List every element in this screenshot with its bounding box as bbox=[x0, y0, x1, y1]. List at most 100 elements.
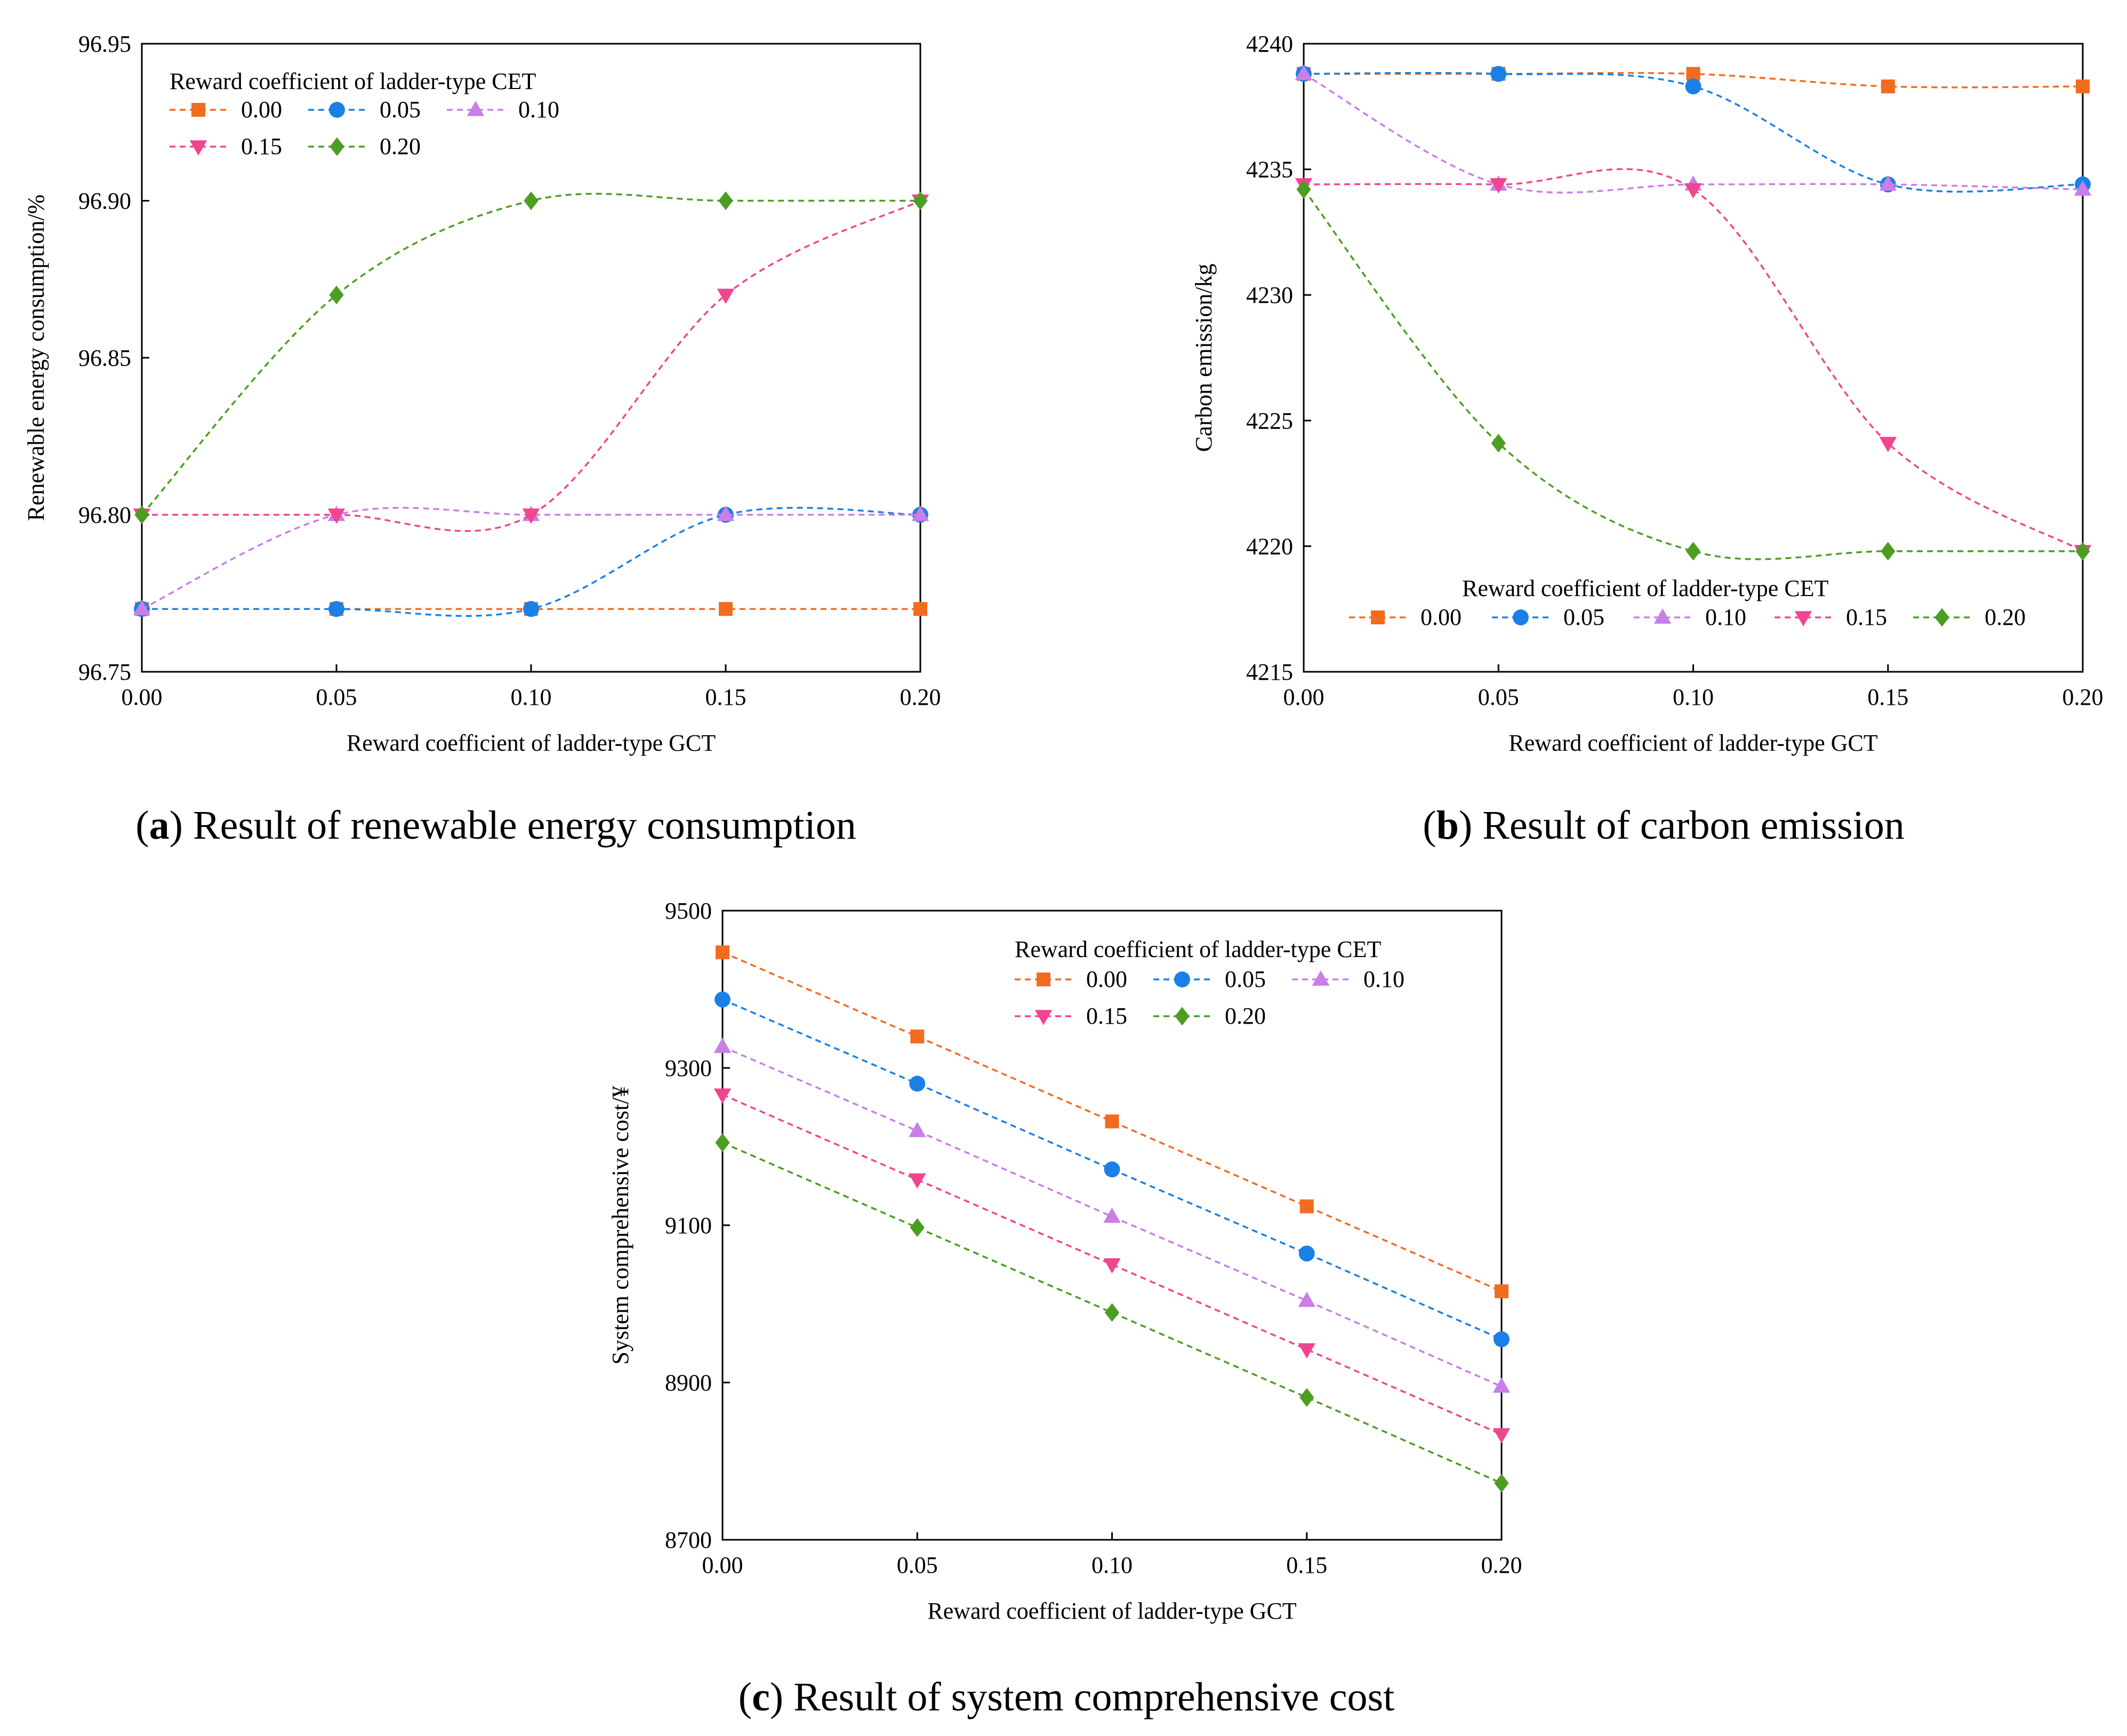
legend-label: 0.20 bbox=[380, 133, 421, 159]
series-line-0.10 bbox=[141, 507, 920, 610]
y-tick-label: 9500 bbox=[665, 898, 712, 924]
x-tick-label: 0.20 bbox=[2062, 684, 2104, 710]
data-point-0.20 bbox=[913, 191, 928, 211]
legend-marker bbox=[329, 102, 345, 118]
series-0.15 bbox=[1295, 168, 2092, 560]
data-point-0.20 bbox=[718, 191, 733, 211]
data-point-0.05 bbox=[1104, 1161, 1120, 1178]
legend-marker bbox=[1371, 610, 1385, 624]
data-point-0.20 bbox=[1299, 1388, 1314, 1407]
data-point-0.05 bbox=[328, 601, 344, 617]
legend-marker bbox=[1037, 973, 1050, 986]
y-tick-label: 4230 bbox=[1246, 282, 1293, 308]
legend-title: Reward coefficient of ladder-type CET bbox=[1462, 575, 1828, 601]
y-axis-label: Carbon emission/kg bbox=[1191, 263, 1217, 452]
x-tick-label: 0.05 bbox=[1478, 684, 1519, 710]
legend-item-0.05: 0.05 bbox=[1153, 966, 1266, 992]
data-point-0.05 bbox=[523, 601, 539, 617]
series-0.20 bbox=[715, 1133, 1509, 1493]
data-point-0.20 bbox=[1491, 433, 1506, 453]
data-point-0.20 bbox=[1104, 1303, 1120, 1322]
x-tick-label: 0.20 bbox=[900, 684, 941, 710]
legend-label: 0.20 bbox=[1225, 1003, 1266, 1029]
caption-b-text: Result of carbon emission bbox=[1482, 803, 1905, 848]
y-tick-label: 96.90 bbox=[78, 188, 131, 214]
legend-marker bbox=[1174, 971, 1190, 987]
data-point-0.00 bbox=[1495, 1284, 1508, 1298]
series-0.00 bbox=[716, 945, 1508, 1298]
data-point-0.05 bbox=[909, 1075, 926, 1092]
series-line-0.15 bbox=[142, 199, 921, 532]
y-tick-label: 8700 bbox=[665, 1527, 712, 1553]
legend-item-0.00: 0.00 bbox=[170, 97, 282, 123]
legend-item-0.10: 0.10 bbox=[1634, 604, 1746, 630]
data-point-0.20 bbox=[134, 505, 149, 525]
data-point-0.10 bbox=[1103, 1207, 1121, 1223]
legend-item-0.10: 0.10 bbox=[1292, 966, 1404, 992]
x-tick-label: 0.00 bbox=[1283, 684, 1325, 710]
legend-item-0.05: 0.05 bbox=[1492, 604, 1604, 630]
x-tick-label: 0.10 bbox=[1091, 1552, 1133, 1578]
data-point-0.15 bbox=[1879, 437, 1897, 453]
series-line-0.15 bbox=[1303, 168, 2083, 552]
x-tick-label: 0.00 bbox=[122, 684, 163, 710]
data-point-0.10 bbox=[713, 1038, 732, 1053]
legend-label: 0.00 bbox=[1420, 604, 1462, 630]
data-point-0.00 bbox=[2076, 79, 2090, 94]
series-0.15 bbox=[713, 1088, 1511, 1444]
legend-marker bbox=[189, 140, 207, 156]
data-point-0.10 bbox=[1879, 175, 1897, 191]
caption-c: (c) Result of system comprehensive cost bbox=[738, 1675, 1395, 1719]
series-0.15 bbox=[133, 194, 929, 532]
series-0.05 bbox=[715, 991, 1510, 1347]
legend-label: 0.15 bbox=[241, 133, 282, 159]
series-0.20 bbox=[1296, 180, 2090, 561]
y-axis-label: Renewable energy consumption/% bbox=[23, 195, 49, 521]
x-tick-label: 0.20 bbox=[1481, 1552, 1522, 1578]
y-tick-label: 96.80 bbox=[78, 502, 131, 528]
series-line-0.20 bbox=[1303, 189, 2083, 560]
legend-label: 0.05 bbox=[1563, 604, 1604, 630]
legend-label: 0.10 bbox=[1705, 604, 1746, 630]
data-point-0.00 bbox=[1105, 1114, 1119, 1129]
legend-item-0.20: 0.20 bbox=[1913, 604, 2026, 630]
caption-c-tag: c bbox=[752, 1675, 770, 1719]
chart-panel-a: 0.00 0.05 0.10 0.15 0.20 96.75 96.80 96.85 96.90… bbox=[23, 31, 941, 756]
data-point-0.00 bbox=[1299, 1199, 1314, 1213]
data-point-0.05 bbox=[1490, 66, 1507, 82]
y-tick-label: 96.85 bbox=[78, 345, 131, 371]
legend-label: 0.10 bbox=[1363, 966, 1404, 992]
data-point-0.20 bbox=[329, 285, 344, 304]
caption-b: (b) Result of carbon emission bbox=[1423, 803, 1905, 848]
caption-a-tag: a bbox=[149, 803, 170, 848]
data-point-0.10 bbox=[909, 1122, 926, 1137]
data-point-0.15 bbox=[909, 1173, 926, 1189]
data-point-0.20 bbox=[524, 191, 539, 211]
chart-panel-b: 0.00 0.05 0.10 0.15 0.20 4215 4220 4225 4230 4235… bbox=[1191, 31, 2104, 756]
legend-item-0.20: 0.20 bbox=[1153, 1003, 1266, 1029]
data-point-0.10 bbox=[1295, 65, 1313, 81]
y-tick-label: 96.75 bbox=[78, 659, 131, 685]
legend-label: 0.05 bbox=[380, 97, 421, 123]
x-tick-label: 0.10 bbox=[1673, 684, 1714, 710]
data-point-0.00 bbox=[910, 1030, 925, 1043]
data-point-0.20 bbox=[1494, 1474, 1509, 1493]
series-0.05 bbox=[1296, 66, 2091, 193]
data-point-0.10 bbox=[717, 505, 735, 521]
data-point-0.10 bbox=[1492, 1377, 1511, 1393]
x-tick-label: 0.15 bbox=[705, 684, 747, 710]
data-point-0.15 bbox=[717, 288, 735, 304]
legend-marker bbox=[467, 101, 485, 116]
legend-label: 0.10 bbox=[518, 97, 559, 123]
x-tick-label: 0.00 bbox=[702, 1552, 743, 1578]
series-0.10 bbox=[713, 1038, 1511, 1393]
legend-marker bbox=[1794, 611, 1812, 626]
data-point-0.20 bbox=[2075, 542, 2090, 561]
data-point-0.05 bbox=[1685, 78, 1701, 95]
y-tick-label: 4225 bbox=[1246, 408, 1293, 434]
x-tick-label: 0.05 bbox=[897, 1552, 938, 1578]
data-point-0.10 bbox=[911, 505, 929, 521]
x-axis-label: Reward coefficient of ladder-type GCT bbox=[1508, 730, 1877, 756]
y-tick-label: 9100 bbox=[665, 1212, 712, 1239]
caption-a: (a) Result of renewable energy consumpti… bbox=[135, 803, 856, 848]
